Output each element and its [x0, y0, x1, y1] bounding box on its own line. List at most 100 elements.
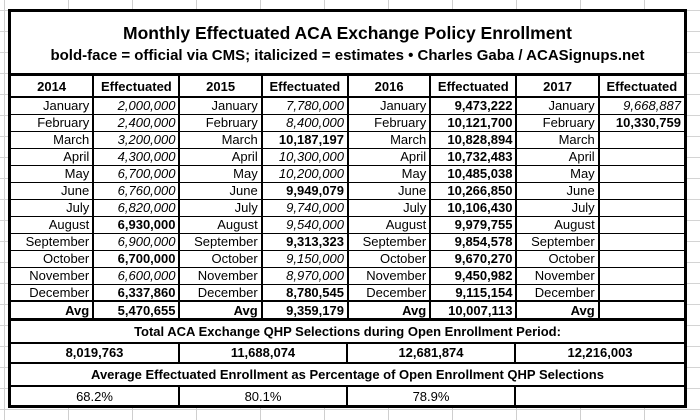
value-cell: 9,670,270 [429, 249, 518, 268]
value-cell [597, 266, 684, 285]
year-header: 2016 [346, 76, 432, 98]
effectuated-header: Effectuated [92, 76, 181, 98]
value-cell: 3,200,000 [92, 130, 181, 149]
value-cell: 6,700,000 [92, 249, 181, 268]
effectuated-header: Effectuated [597, 76, 684, 98]
value-cell: 9,740,000 [260, 198, 349, 217]
value-cell: 9,949,079 [260, 181, 349, 200]
value-cell [597, 249, 684, 268]
value-cell: 6,600,000 [92, 266, 181, 285]
value-cell: 6,700,000 [92, 164, 181, 183]
month-label-cell: May [178, 164, 263, 183]
value-cell: 8,970,000 [260, 266, 349, 285]
value-cell: 9,450,982 [429, 266, 518, 285]
totals-grid: Total ACA Exchange QHP Selections during… [11, 318, 685, 405]
month-label-cell: February [346, 113, 432, 132]
month-label-cell: March [11, 130, 95, 149]
value-cell [597, 215, 684, 234]
avg-label-cell: Avg [515, 300, 600, 318]
value-cell: 10,187,197 [260, 130, 349, 149]
month-label-cell: May [11, 164, 95, 183]
total-qhp-2016: 12,681,874 [346, 342, 516, 364]
month-label-cell: September [346, 232, 432, 251]
month-label-cell: November [11, 266, 95, 285]
month-label-cell: September [178, 232, 263, 251]
month-label-cell: December [346, 283, 432, 302]
month-label-cell: August [178, 215, 263, 234]
pct-2015: 80.1% [178, 385, 348, 405]
value-cell [597, 232, 684, 251]
month-label-cell: August [346, 215, 432, 234]
month-label-cell: July [11, 198, 95, 217]
month-label-cell: August [11, 215, 95, 234]
month-label-cell: July [515, 198, 600, 217]
value-cell: 10,330,759 [597, 113, 684, 132]
total-qhp-2015: 11,688,074 [178, 342, 348, 364]
month-label-cell: March [515, 130, 600, 149]
value-cell: 6,900,000 [92, 232, 181, 251]
value-cell [597, 283, 684, 302]
value-cell: 6,760,000 [92, 181, 181, 200]
avg-label-cell: Avg [11, 300, 95, 318]
value-cell [597, 198, 684, 217]
title-block: Monthly Effectuated ACA Exchange Policy … [11, 12, 684, 76]
value-cell: 8,400,000 [260, 113, 349, 132]
month-label-cell: September [11, 232, 95, 251]
page-title: Monthly Effectuated ACA Exchange Policy … [123, 23, 572, 43]
month-label-cell: March [346, 130, 432, 149]
month-label-cell: July [178, 198, 263, 217]
value-cell: 10,200,000 [260, 164, 349, 183]
month-label-cell: April [178, 147, 263, 166]
totals-heading: Total ACA Exchange QHP Selections during… [11, 318, 685, 344]
month-label-cell: December [178, 283, 263, 302]
month-label-cell: June [515, 181, 600, 200]
value-cell [597, 181, 684, 200]
month-label-cell: March [178, 130, 263, 149]
value-cell: 2,400,000 [92, 113, 181, 132]
value-cell: 9,854,578 [429, 232, 518, 251]
value-cell: 10,732,483 [429, 147, 518, 166]
pct-2017 [513, 385, 685, 405]
value-cell [597, 147, 684, 166]
value-cell: 10,300,000 [260, 147, 349, 166]
month-label-cell: April [515, 147, 600, 166]
monthly-grid-body: 2014 Effectuated 2015 Effectuated 2016 Effect… [11, 76, 684, 318]
month-label-cell: April [346, 147, 432, 166]
year-header: 2015 [178, 76, 263, 98]
month-label-cell: October [515, 249, 600, 268]
avg-label-cell: Avg [178, 300, 263, 318]
month-label-cell: June [11, 181, 95, 200]
month-label-cell: October [178, 249, 263, 268]
pct-2014: 68.2% [11, 385, 180, 405]
month-label-cell: February [11, 113, 95, 132]
avg-value-cell: 9,359,179 [260, 300, 349, 318]
month-label-cell: February [178, 113, 263, 132]
month-label-cell: January [178, 96, 263, 115]
value-cell: 2,000,000 [92, 96, 181, 115]
avg-value-cell: 10,007,113 [429, 300, 518, 318]
value-cell: 4,300,000 [92, 147, 181, 166]
month-label-cell: May [346, 164, 432, 183]
value-cell: 8,780,545 [260, 283, 349, 302]
month-label-cell: May [515, 164, 600, 183]
value-cell: 7,780,000 [260, 96, 349, 115]
month-label-cell: January [515, 96, 600, 115]
month-label-cell: January [346, 96, 432, 115]
value-cell: 10,828,894 [429, 130, 518, 149]
value-cell: 10,121,700 [429, 113, 518, 132]
value-cell: 9,473,222 [429, 96, 518, 115]
month-label-cell: August [515, 215, 600, 234]
avg-label-cell: Avg [346, 300, 432, 318]
effectuated-header: Effectuated [260, 76, 349, 98]
month-label-cell: April [11, 147, 95, 166]
month-label-cell: October [346, 249, 432, 268]
month-label-cell: December [515, 283, 600, 302]
total-qhp-2017: 12,216,003 [513, 342, 685, 364]
value-cell: 9,979,755 [429, 215, 518, 234]
month-label-cell: June [346, 181, 432, 200]
value-cell: 9,115,154 [429, 283, 518, 302]
year-header: 2014 [11, 76, 95, 98]
month-label-cell: December [11, 283, 95, 302]
month-label-cell: September [515, 232, 600, 251]
month-label-cell: June [178, 181, 263, 200]
